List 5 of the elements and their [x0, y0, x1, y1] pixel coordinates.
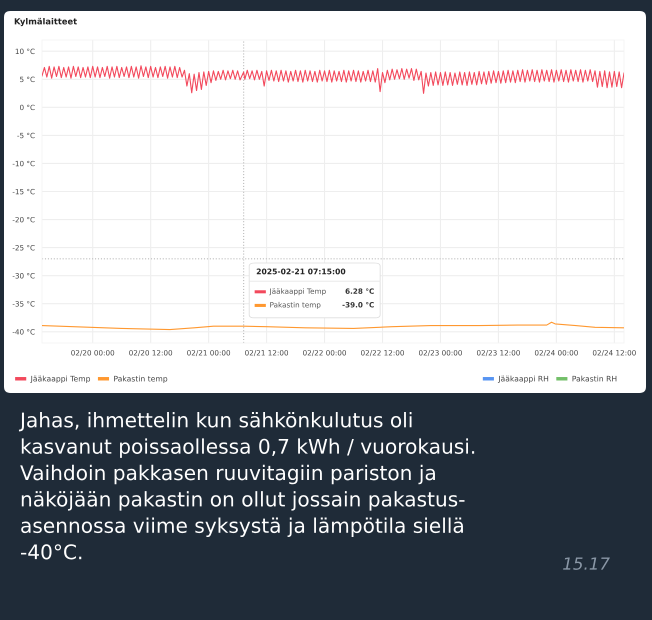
text: 15.17: [563, 557, 610, 570]
chart-title: Kylmälaitteet: [14, 18, 77, 26]
line-series: [42, 65, 624, 94]
line-series: [42, 322, 624, 330]
text: Jahas, ihmettelin kun sähkönkulutus oli kasvanut poissaollessa 0,7 kWh / vuorokausi. Vaihdoin pakkasen ruuvitagiin pariston ja näköjään pakastin on ollut jossain pakastus- asennossa viime syksystä ja lämpötila siellä -40°C.: [18, 412, 474, 560]
